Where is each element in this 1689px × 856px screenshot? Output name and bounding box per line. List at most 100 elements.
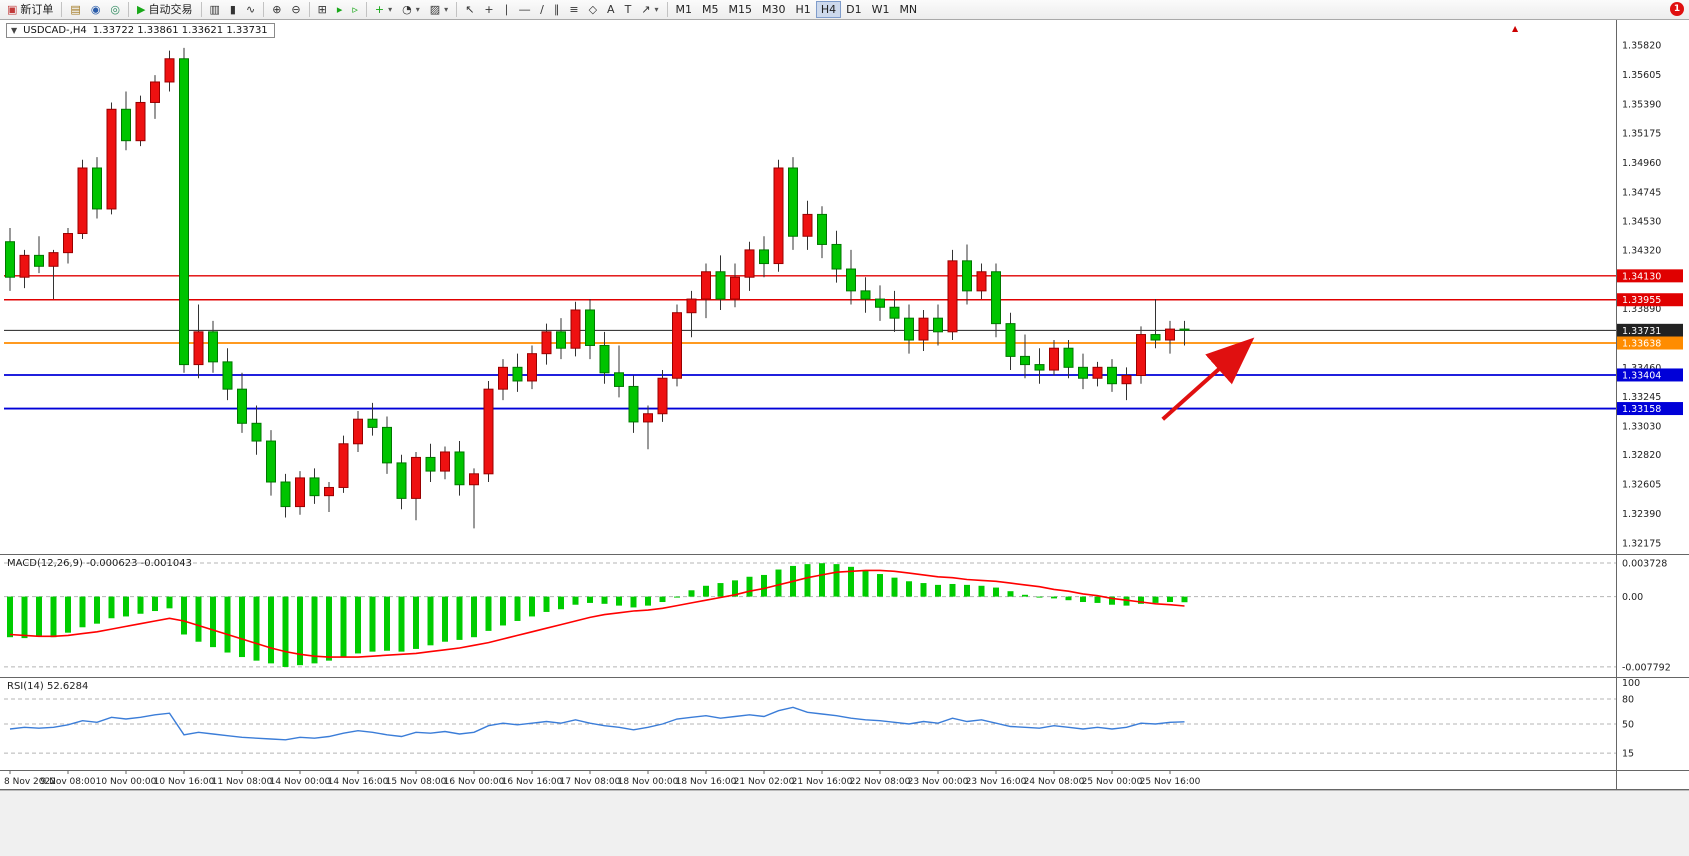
candle	[846, 249, 856, 305]
line-chart-mode-button[interactable]: ∿	[241, 1, 260, 18]
candle	[614, 345, 624, 398]
timeframe-m5-button[interactable]: M5	[697, 1, 724, 18]
shapes-tool-button[interactable]: ◇	[584, 1, 602, 18]
price-axis-label: 1.33245	[1622, 392, 1661, 403]
candle	[367, 402, 378, 436]
time-axis-label: 24 Nov 08:00	[1024, 777, 1085, 787]
new-chart-button[interactable]: + ▾	[370, 1, 397, 18]
profiles-icon: ◉	[90, 2, 101, 16]
time-axis-label: 14 Nov 00:00	[270, 777, 331, 787]
candle-body	[454, 451, 465, 486]
notification-badge[interactable]: 1	[1670, 2, 1684, 16]
macd-bar	[543, 596, 550, 612]
timeframe-m1-button[interactable]: M1	[671, 1, 698, 18]
candle	[92, 157, 102, 219]
trend-arrow-annotation[interactable]	[1161, 337, 1255, 421]
profiles-button[interactable]: ◉	[86, 1, 106, 18]
candle	[904, 304, 914, 354]
period-icon: ◔	[402, 2, 412, 16]
price-badge-bg	[1617, 269, 1683, 283]
new-order-button[interactable]: ▣ 新订单	[2, 1, 58, 18]
fibonacci-tool-button[interactable]: ≡	[564, 1, 583, 18]
candle	[759, 236, 769, 278]
macd-bar	[514, 596, 521, 621]
trendline-tool-button[interactable]: ∕	[535, 1, 549, 18]
arrows-tool-icon: ↗	[641, 2, 651, 16]
macd-bar	[253, 596, 260, 661]
timeframe-mn-button[interactable]: MN	[894, 1, 922, 18]
one-click-trading-toggle[interactable]: ▼	[11, 26, 18, 35]
timeframe-m15-button[interactable]: M15	[724, 1, 758, 18]
channel-tool-button[interactable]: ∥	[549, 1, 565, 18]
time-axis-label: 18 Nov 16:00	[676, 777, 737, 787]
chart-shift-button[interactable]: ▹	[347, 1, 363, 18]
tile-windows-button[interactable]: ⊞	[313, 1, 332, 18]
candle	[976, 263, 987, 300]
text-label-tool-button[interactable]: T	[620, 1, 637, 18]
toolbar-separator	[128, 2, 130, 17]
zoom-out-button[interactable]: ⊖	[286, 1, 305, 18]
period-button[interactable]: ◔ ▾	[397, 1, 425, 18]
candle	[237, 372, 247, 433]
candle	[875, 285, 885, 321]
macd-bar	[891, 577, 898, 597]
price-axis-label: 1.34960	[1622, 158, 1661, 169]
bar-chart-mode-button[interactable]: ▥	[205, 1, 225, 18]
cursor-tool-button[interactable]: ↖	[460, 1, 479, 18]
timeframe-m30-button[interactable]: M30	[757, 1, 791, 18]
price-badge-label: 1.33955	[1622, 295, 1661, 306]
crosshair-tool-button[interactable]: +	[479, 1, 498, 18]
macd-bar	[993, 587, 999, 597]
rsi-label: RSI(14) 52.6284	[7, 681, 89, 692]
macd-bar	[384, 596, 390, 651]
candle	[48, 249, 59, 300]
timeframe-h1-button[interactable]: H1	[791, 1, 816, 18]
macd-bar	[340, 596, 347, 658]
vertical-line-tool-button[interactable]: ∣	[499, 1, 515, 18]
candle	[686, 290, 697, 338]
macd-axis-label: -0.007792	[1622, 662, 1671, 673]
timeframe-d1-button[interactable]: D1	[841, 1, 866, 18]
market-watch-icon: ◎	[110, 2, 121, 16]
auto-trading-button[interactable]: ▶ 自动交易	[132, 1, 197, 18]
macd-bar	[1080, 596, 1086, 603]
timeframe-w1-button[interactable]: W1	[867, 1, 895, 18]
macd-bar	[166, 596, 173, 609]
text-tool-button[interactable]: A	[602, 1, 620, 18]
candle	[382, 416, 392, 474]
auto-scroll-button[interactable]: ▸	[332, 1, 348, 18]
timeframe-h4-button[interactable]: H4	[815, 1, 842, 18]
chart-symbol-title: USDCAD-,H4	[23, 25, 87, 36]
candle-body	[1034, 364, 1045, 371]
channel-tool-icon: ∥	[553, 2, 560, 16]
price-axis-label: 1.35175	[1622, 129, 1661, 140]
charts-button[interactable]: ▤	[65, 1, 85, 18]
templates-button[interactable]: ▨ ▾	[425, 1, 453, 18]
macd-bar	[311, 596, 318, 664]
horizontal-line-tool-button[interactable]: ―	[514, 1, 535, 18]
macd-bar	[717, 583, 724, 597]
candle-body	[396, 462, 407, 499]
zoom-in-button[interactable]: ⊕	[267, 1, 286, 18]
candle-body	[933, 317, 943, 333]
candle-body	[280, 481, 291, 508]
candle	[280, 473, 291, 518]
chart-shift-marker[interactable]: ▲	[1512, 24, 1519, 33]
candle-body	[121, 108, 131, 142]
candle-body	[991, 271, 1001, 325]
candle	[164, 50, 175, 92]
price-axis-labels[interactable]: 1.35820 1.35605 1.35390 1.35175 1.34960 1.347…	[1622, 41, 1661, 550]
candle-body	[440, 451, 450, 472]
candle	[1020, 334, 1030, 379]
candle	[556, 318, 566, 360]
candlestick-mode-button[interactable]: ▮	[225, 1, 241, 18]
candle	[1179, 320, 1190, 346]
market-watch-button[interactable]: ◎	[105, 1, 125, 18]
toolbar-separator	[365, 2, 367, 17]
arrows-tool-button[interactable]: ↗ ▾	[636, 1, 663, 18]
rsi-axis-label: 100	[1622, 678, 1640, 689]
price-badge: 1.33955	[1617, 293, 1683, 307]
candle	[1034, 348, 1045, 384]
macd-bar	[906, 581, 912, 597]
